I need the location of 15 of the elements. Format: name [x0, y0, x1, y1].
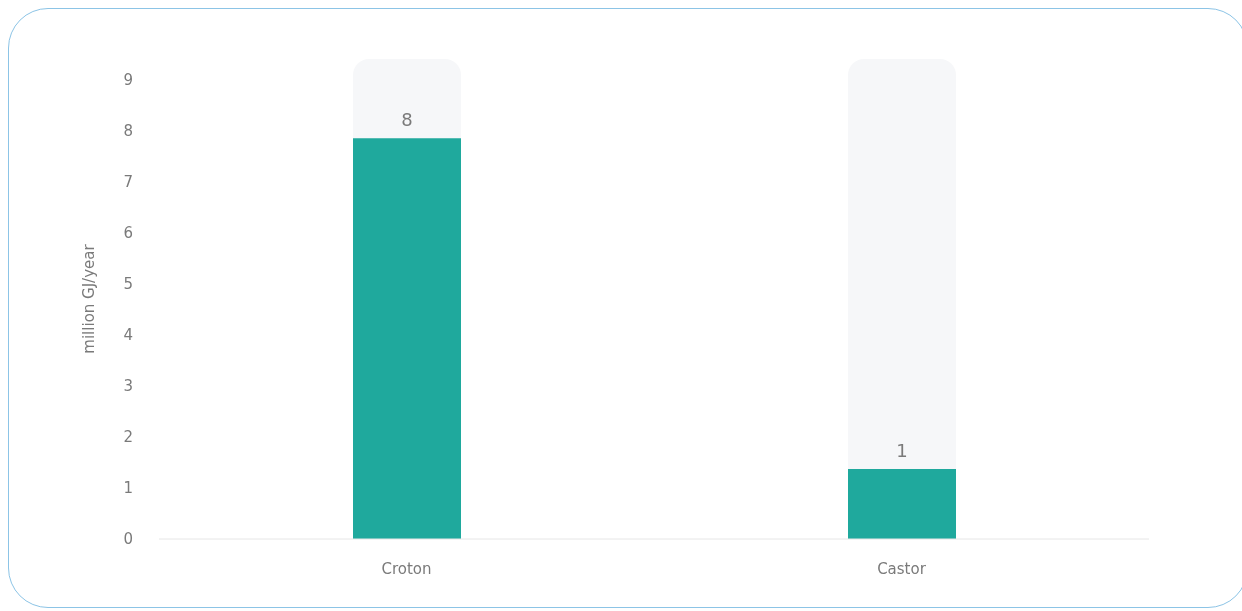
data-label: 1 [896, 440, 908, 462]
y-axis-title: million GJ/year [80, 243, 99, 354]
y-tick-label: 0 [123, 530, 133, 549]
y-tick-label: 3 [123, 377, 133, 396]
y-tick-label: 6 [123, 223, 133, 242]
y-tick-label: 1 [123, 479, 133, 498]
data-label: 8 [401, 109, 413, 131]
y-tick-label: 2 [123, 428, 133, 447]
y-tick-label: 7 [123, 172, 133, 191]
y-tick-label: 5 [123, 275, 133, 294]
y-tick-label: 4 [123, 326, 133, 345]
y-tick-label: 8 [123, 121, 133, 140]
y-tick-label: 9 [123, 70, 133, 89]
x-tick-label: Croton [381, 559, 432, 578]
x-tick-label: Castor [877, 559, 927, 578]
